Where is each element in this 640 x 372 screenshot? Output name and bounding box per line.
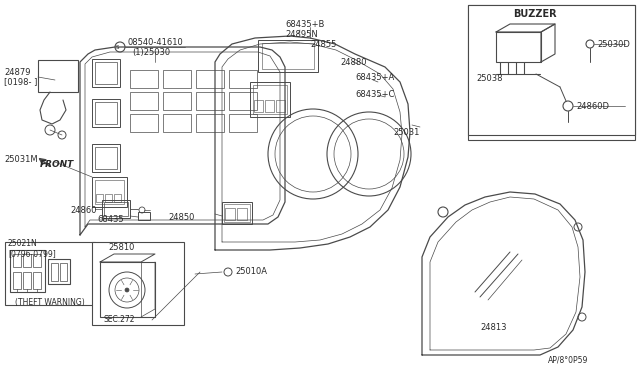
- Bar: [163, 114, 191, 132]
- Bar: [229, 114, 257, 132]
- Bar: [254, 100, 263, 112]
- Bar: [92, 99, 120, 127]
- Text: 68435+B: 68435+B: [285, 19, 324, 29]
- Bar: [60, 263, 67, 281]
- Bar: [38, 60, 78, 92]
- Bar: [92, 144, 120, 172]
- Text: 24860D: 24860D: [576, 102, 609, 110]
- Text: 24895N: 24895N: [285, 29, 317, 38]
- Text: 25010A: 25010A: [235, 267, 267, 276]
- Text: (1)25030: (1)25030: [132, 48, 170, 57]
- Bar: [468, 5, 635, 140]
- Bar: [276, 100, 285, 112]
- Bar: [138, 212, 150, 220]
- Bar: [95, 147, 117, 169]
- Text: BUZZER: BUZZER: [513, 9, 557, 19]
- Bar: [237, 208, 247, 220]
- Bar: [51, 263, 58, 281]
- Bar: [13, 272, 21, 289]
- Bar: [33, 254, 41, 267]
- Bar: [196, 114, 224, 132]
- Text: 24813: 24813: [480, 323, 506, 331]
- Bar: [265, 100, 274, 112]
- Text: 24855: 24855: [310, 39, 337, 48]
- Text: 24860: 24860: [70, 205, 97, 215]
- Text: 68435+C: 68435+C: [355, 90, 394, 99]
- Bar: [10, 250, 45, 292]
- Bar: [262, 43, 314, 69]
- Text: 25038: 25038: [476, 74, 502, 83]
- Bar: [102, 200, 130, 218]
- Bar: [229, 92, 257, 110]
- Bar: [33, 272, 41, 289]
- Bar: [163, 70, 191, 88]
- Bar: [92, 242, 184, 325]
- Text: AP/8°0P59: AP/8°0P59: [548, 356, 588, 365]
- Text: 25030D: 25030D: [597, 39, 630, 48]
- Bar: [95, 180, 124, 204]
- Bar: [130, 114, 158, 132]
- Bar: [105, 194, 112, 202]
- Text: 25810: 25810: [108, 244, 134, 253]
- Text: 24850: 24850: [168, 212, 195, 221]
- Bar: [13, 254, 21, 267]
- Text: (THEFT WARNING): (THEFT WARNING): [15, 298, 84, 307]
- Bar: [104, 202, 128, 216]
- Text: 25021N: 25021N: [8, 240, 38, 248]
- Text: [0796-0799]: [0796-0799]: [8, 250, 56, 259]
- Bar: [225, 208, 235, 220]
- Bar: [96, 194, 103, 202]
- Bar: [250, 82, 290, 117]
- Text: SEC.272: SEC.272: [104, 315, 136, 324]
- Text: FRONT: FRONT: [40, 160, 74, 169]
- Bar: [95, 102, 117, 124]
- Text: 68435: 68435: [97, 215, 124, 224]
- Bar: [196, 70, 224, 88]
- Circle shape: [125, 288, 129, 292]
- Bar: [114, 194, 121, 202]
- Bar: [92, 177, 127, 207]
- Text: 68435+A: 68435+A: [355, 73, 394, 81]
- Bar: [222, 202, 252, 224]
- Bar: [5, 242, 95, 305]
- Bar: [23, 254, 31, 267]
- Bar: [496, 32, 541, 62]
- Bar: [95, 62, 117, 84]
- Text: 25031: 25031: [393, 128, 419, 137]
- Bar: [130, 92, 158, 110]
- Bar: [163, 92, 191, 110]
- Text: 24879: 24879: [4, 67, 31, 77]
- Bar: [100, 262, 155, 317]
- Bar: [229, 70, 257, 88]
- Bar: [130, 70, 158, 88]
- Bar: [253, 85, 287, 114]
- Bar: [196, 92, 224, 110]
- Bar: [23, 272, 31, 289]
- Bar: [92, 59, 120, 87]
- Bar: [258, 40, 318, 72]
- Text: S: S: [115, 45, 119, 49]
- Bar: [48, 259, 70, 284]
- Text: 08540-41610: 08540-41610: [128, 38, 184, 46]
- Text: [0198- ]: [0198- ]: [4, 77, 37, 87]
- Text: 25031M: 25031M: [4, 154, 38, 164]
- Bar: [468, 5, 635, 135]
- Text: 24880: 24880: [340, 58, 367, 67]
- Bar: [224, 204, 250, 222]
